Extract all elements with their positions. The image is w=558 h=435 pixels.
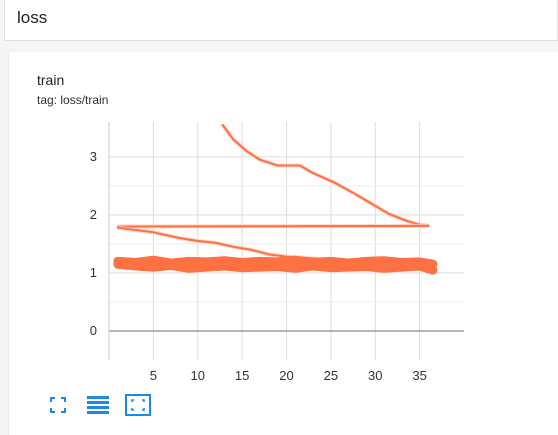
chart-tag: tag: loss/train [37, 93, 109, 107]
series-line [113, 255, 438, 269]
x-tick-label: 15 [235, 368, 249, 383]
x-tick-label: 5 [150, 368, 157, 383]
chart-grid [109, 122, 464, 360]
chart-title: train [37, 72, 65, 88]
x-tick-label: 20 [279, 368, 293, 383]
x-tick-label: 10 [191, 368, 205, 383]
series-line [116, 224, 430, 228]
y-tick-label: 1 [90, 265, 97, 280]
y-tick-label: 2 [90, 207, 97, 222]
fit-domain-icon[interactable] [125, 392, 151, 418]
chart-series [113, 123, 438, 275]
series-raw-line [220, 123, 429, 228]
series-line [221, 123, 430, 227]
loss-chart[interactable]: 5 10 15 20 25 30 35 0 1 2 3 [9, 52, 558, 392]
chart-card: train tag: loss/train 5 10 15 20 25 30 35 0 1 2 3 [8, 52, 558, 435]
chart-axes: 5 10 15 20 25 30 35 0 1 2 3 [90, 122, 427, 383]
x-tick-label: 35 [412, 368, 426, 383]
section-title: loss [17, 8, 48, 27]
y-tick-label: 3 [90, 149, 97, 164]
section-header[interactable]: loss [4, 0, 558, 41]
x-tick-label: 25 [324, 368, 338, 383]
data-table-icon[interactable] [85, 392, 111, 418]
expand-icon[interactable] [45, 392, 71, 418]
x-tick-label: 30 [368, 368, 382, 383]
y-tick-label: 0 [90, 323, 97, 338]
chart-toolbar [45, 392, 151, 418]
